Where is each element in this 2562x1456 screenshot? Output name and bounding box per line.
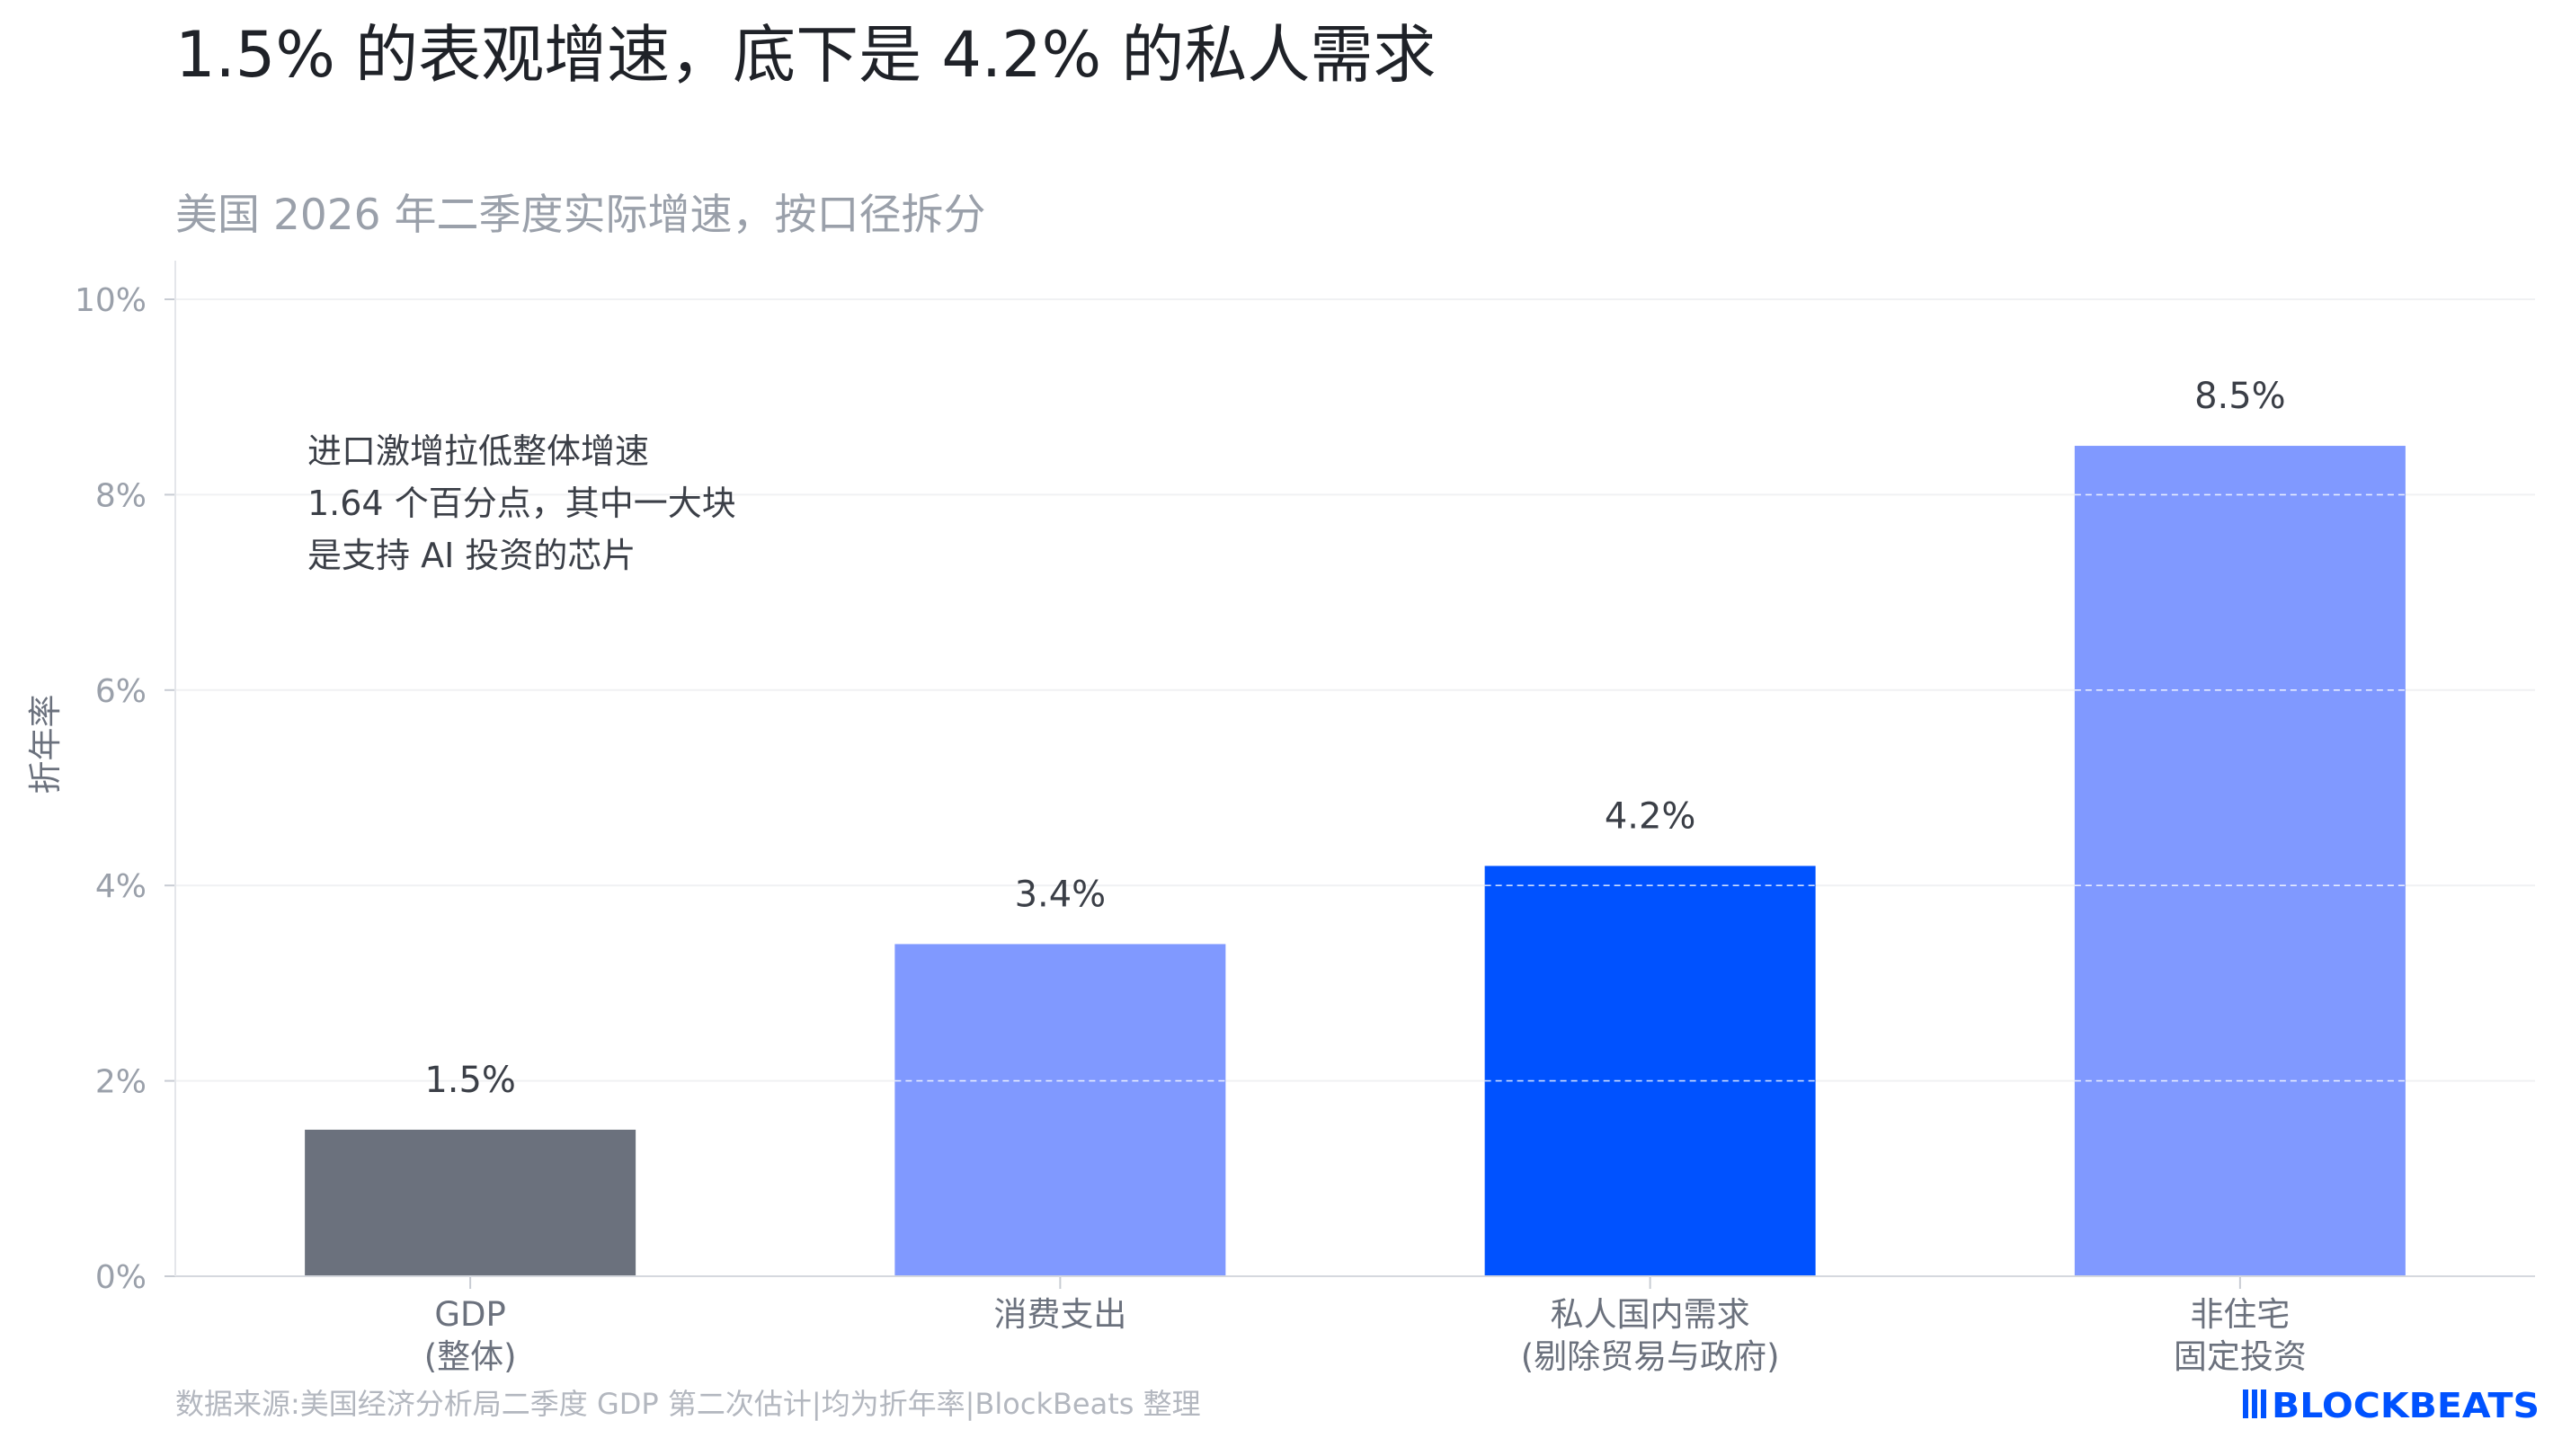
bars bbox=[305, 446, 2406, 1276]
value-label: 8.5% bbox=[2194, 376, 2286, 417]
y-tick-label: 8% bbox=[95, 477, 147, 514]
annotation: 进口激增拉低整体增速 1.64 个百分点，其中一大块 是支持 AI 投资的芯片 bbox=[307, 431, 736, 575]
x-tick-label: 消费支出 bbox=[993, 1295, 1126, 1334]
y-axis-label: 折年率 bbox=[26, 695, 65, 795]
y-tick-label: 2% bbox=[95, 1064, 147, 1101]
y-tick-labels: 0% 2% 4% 6% 8% 10% bbox=[75, 282, 175, 1296]
logo-text: BLOCKBEATS bbox=[2272, 1386, 2540, 1425]
value-label: 1.5% bbox=[424, 1060, 516, 1101]
y-tick-label: 0% bbox=[95, 1259, 147, 1296]
chart-subtitle: 美国 2026 年二季度实际增速，按口径拆分 bbox=[175, 191, 986, 240]
chart-title: 1.5% 的表观增速，底下是 4.2% 的私人需求 bbox=[175, 18, 1436, 92]
x-tick-label-line2: (整体) bbox=[424, 1337, 517, 1376]
annotation-line-3: 是支持 AI 投资的芯片 bbox=[307, 536, 636, 575]
value-label: 4.2% bbox=[1605, 795, 1696, 837]
y-tick-label: 4% bbox=[95, 868, 147, 905]
bar bbox=[2074, 446, 2406, 1276]
y-tick-label: 6% bbox=[95, 673, 147, 710]
bar bbox=[1484, 866, 1816, 1276]
x-tick-label: 私人国内需求 bbox=[1551, 1295, 1750, 1334]
blockbeats-logo: BLOCKBEATS bbox=[2243, 1386, 2540, 1425]
source-note: 数据来源:美国经济分析局二季度 GDP 第二次估计|均为折年率|BlockBea… bbox=[175, 1387, 1201, 1421]
bar bbox=[894, 944, 1226, 1276]
x-tick-label: GDP bbox=[434, 1295, 505, 1334]
value-label: 3.4% bbox=[1015, 874, 1107, 915]
value-labels: 1.5% 3.4% 4.2% 8.5% bbox=[424, 376, 2285, 1101]
bar-overlay-grid bbox=[894, 493, 2406, 1082]
x-tick-label-line2: 固定投资 bbox=[2174, 1337, 2307, 1376]
logo-mark-icon bbox=[2243, 1389, 2266, 1418]
annotation-line-1: 进口激增拉低整体增速 bbox=[307, 431, 649, 471]
x-tick-label: 非住宅 bbox=[2190, 1295, 2290, 1334]
bar bbox=[305, 1129, 636, 1276]
annotation-line-2: 1.64 个百分点，其中一大块 bbox=[307, 484, 736, 523]
x-tick-label-line2: (剔除贸易与政府) bbox=[1521, 1337, 1780, 1376]
y-tick-label: 10% bbox=[75, 282, 147, 319]
